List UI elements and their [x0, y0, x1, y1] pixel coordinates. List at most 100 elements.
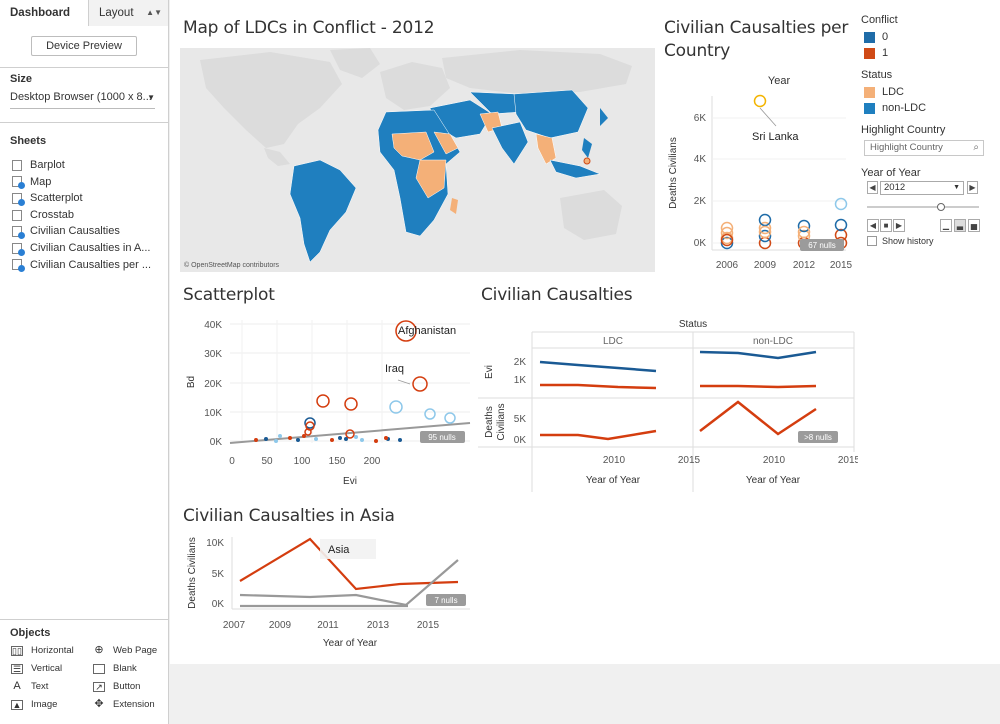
sheets-section: Sheets Barplot Map Scatterplot Crosstab Civi…	[0, 122, 169, 273]
objects-title: Objects	[10, 627, 51, 639]
philippines-shape	[582, 138, 592, 158]
per-country-title-1: Civilian Causalties per	[664, 18, 849, 38]
object-blank[interactable]: Blank	[93, 663, 137, 674]
slider-thumb[interactable]	[937, 203, 945, 211]
highlight-country-input[interactable]: Highlight Country ⌕	[864, 140, 984, 156]
x-tick-label: 2015	[678, 455, 701, 466]
object-label: Horizontal	[31, 645, 74, 656]
sheet-item[interactable]: Map	[0, 174, 169, 191]
sheet-item[interactable]: Barplot	[0, 157, 169, 174]
playback-back-button[interactable]: ◀	[867, 219, 879, 232]
search-icon: ⌕	[973, 142, 979, 153]
y-tick-label: 10K	[204, 408, 222, 419]
scatterplot-chart[interactable]: 0K 10K 20K 30K 40K 0 50 100 150 200 Evi Bd Afgha…	[180, 312, 480, 492]
sheet-label: Barplot	[30, 159, 65, 171]
legend-status-nonldc[interactable]: non-LDC	[864, 102, 926, 114]
annotation-line	[759, 107, 777, 127]
legend-status-ldc[interactable]: LDC	[864, 86, 904, 98]
x-tick-label: 2006	[716, 260, 739, 271]
data-point	[304, 428, 312, 436]
object-web-page[interactable]: ⊕ Web Page	[93, 643, 157, 656]
data-point	[278, 434, 282, 438]
speed-fast-button[interactable]: ▅	[968, 219, 980, 232]
y-tick-label: 2K	[514, 357, 527, 368]
legend-conflict-0[interactable]: 0	[864, 31, 888, 43]
col-ldc-label: LDC	[603, 336, 623, 347]
nulls-label: 95 nulls	[428, 433, 456, 442]
data-point	[344, 397, 358, 411]
data-point	[797, 219, 811, 233]
year-slider[interactable]	[867, 199, 982, 215]
world-map[interactable]: © OpenStreetMap contributors	[180, 48, 655, 272]
object-extension[interactable]: ✥ Extension	[93, 698, 154, 710]
legend-label: non-LDC	[882, 102, 927, 114]
object-label: Text	[31, 681, 49, 692]
object-image[interactable]: ▲ Image	[11, 699, 57, 710]
nulls-badge[interactable]	[800, 239, 844, 251]
legend-label: 0	[882, 31, 889, 43]
x-tick-label: 2012	[793, 260, 816, 271]
text-icon: A	[13, 679, 21, 692]
next-year-button[interactable]: ▶	[967, 181, 978, 194]
device-preview-button[interactable]: Device Preview	[31, 36, 137, 56]
show-history-checkbox[interactable]: Show history	[867, 236, 934, 246]
data-point	[720, 233, 734, 247]
sri-lanka-annotation: Sri Lanka	[752, 131, 799, 143]
year-select[interactable]: 2012 ▼	[880, 181, 964, 195]
prev-year-button[interactable]: ◀	[867, 181, 878, 194]
x-tick-label: 200	[364, 456, 381, 467]
speed-slow-button[interactable]: ▁	[940, 219, 952, 232]
asia-title: Civilian Causalties in Asia	[183, 506, 395, 526]
chevron-down-icon: ▼	[953, 184, 960, 191]
data-point	[424, 408, 436, 420]
australia-shape	[560, 190, 622, 240]
scatter-title: Scatterplot	[183, 285, 275, 305]
data-point	[412, 376, 428, 392]
tab-layout-label: Layout	[99, 7, 134, 19]
show-history-label: Show history	[882, 236, 934, 246]
sheets-list: Barplot Map Scatterplot Crosstab Civilian Ca…	[0, 157, 169, 273]
legend-conflict-1[interactable]: 1	[864, 47, 888, 59]
asia-annotation: Asia	[328, 544, 350, 556]
nulls-badge[interactable]	[798, 431, 838, 443]
object-vertical[interactable]: ☰ Vertical	[11, 663, 62, 674]
dashboard-canvas: Map of LDCs in Conflict - 2012	[170, 0, 1000, 664]
object-horizontal[interactable]: ▯▯ Horizontal	[11, 645, 74, 656]
legend-label: LDC	[882, 86, 905, 98]
sheet-item[interactable]: Civilian Causalties per ...	[0, 257, 169, 274]
playback-play-button[interactable]: ▶	[893, 219, 905, 232]
y-tick-label: 0K	[210, 437, 223, 448]
status-legend-title: Status	[861, 69, 893, 81]
object-text[interactable]: A Text	[11, 679, 49, 692]
sheet-label: Crosstab	[30, 208, 75, 221]
per-country-header: Year	[768, 75, 791, 87]
speed-medium-button[interactable]: ▃	[954, 219, 966, 232]
nulls-badge[interactable]	[420, 431, 465, 443]
asia-red-line	[239, 537, 459, 591]
tab-dashboard[interactable]: Dashboard	[0, 0, 89, 26]
central-africa-ldc-shape	[415, 159, 447, 199]
playback-stop-button[interactable]: ■	[880, 219, 892, 232]
sheet-item[interactable]: Crosstab	[0, 207, 169, 224]
sheet-item[interactable]: Civilian Causalties in A...	[0, 240, 169, 257]
object-button[interactable]: ↗ Button	[93, 681, 140, 692]
y-tick-label: 20K	[204, 379, 222, 390]
size-select[interactable]: Desktop Browser (1000 x 8... ▼	[10, 91, 155, 109]
data-point	[389, 400, 403, 414]
sheet-label: Civilian Causalties in A...	[30, 241, 151, 254]
globe-icon: ⊕	[94, 643, 104, 656]
causalties-trellis-chart[interactable]: Status LDC non-LDC Evi Deaths Civilians …	[478, 312, 858, 492]
nulls-badge[interactable]	[426, 594, 466, 606]
tab-layout[interactable]: Layout ▲▼	[89, 0, 168, 26]
sheet-label: Scatterplot	[30, 192, 83, 205]
y-tick-label: 5K	[514, 414, 527, 425]
data-point	[338, 436, 342, 440]
data-point	[720, 236, 734, 250]
sheet-item[interactable]: Scatterplot	[0, 190, 169, 207]
asia-chart[interactable]: Deaths Civilians 0K 5K 10K 2007 2009 2011 201…	[180, 533, 480, 658]
y-tick-label: 6K	[694, 113, 707, 124]
per-country-chart[interactable]: Year 0K 2K 4K 6K 2006 2009 2012 2015 Deaths Ci…	[664, 68, 854, 278]
sheet-item[interactable]: Civilian Causalties	[0, 223, 169, 240]
data-point	[274, 439, 278, 443]
side-panel-tabs: Dashboard Layout ▲▼	[0, 0, 168, 26]
